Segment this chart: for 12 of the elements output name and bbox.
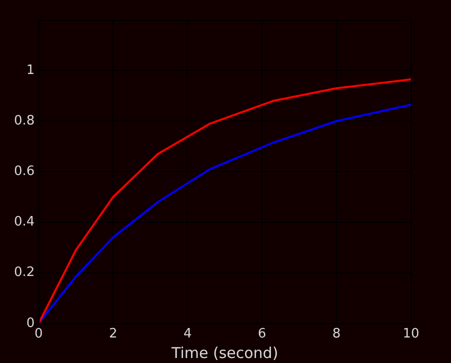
- y-tick-label: 0.8: [14, 114, 35, 129]
- y-tick-label: 0: [26, 316, 35, 331]
- x-tick-label: 10: [402, 326, 420, 342]
- y-tick-label: 0.2: [14, 265, 35, 280]
- x-axis-title: Time (second): [170, 344, 278, 362]
- x-tick-label: 8: [332, 326, 341, 342]
- y-tick-label: 0.6: [14, 164, 35, 180]
- x-tick-label: 2: [109, 326, 118, 342]
- x-tick-label: 6: [258, 326, 266, 342]
- x-tick-label: 4: [183, 326, 192, 342]
- y-tick-label: 0.4: [14, 214, 35, 230]
- y-tick-label: 1: [26, 62, 35, 78]
